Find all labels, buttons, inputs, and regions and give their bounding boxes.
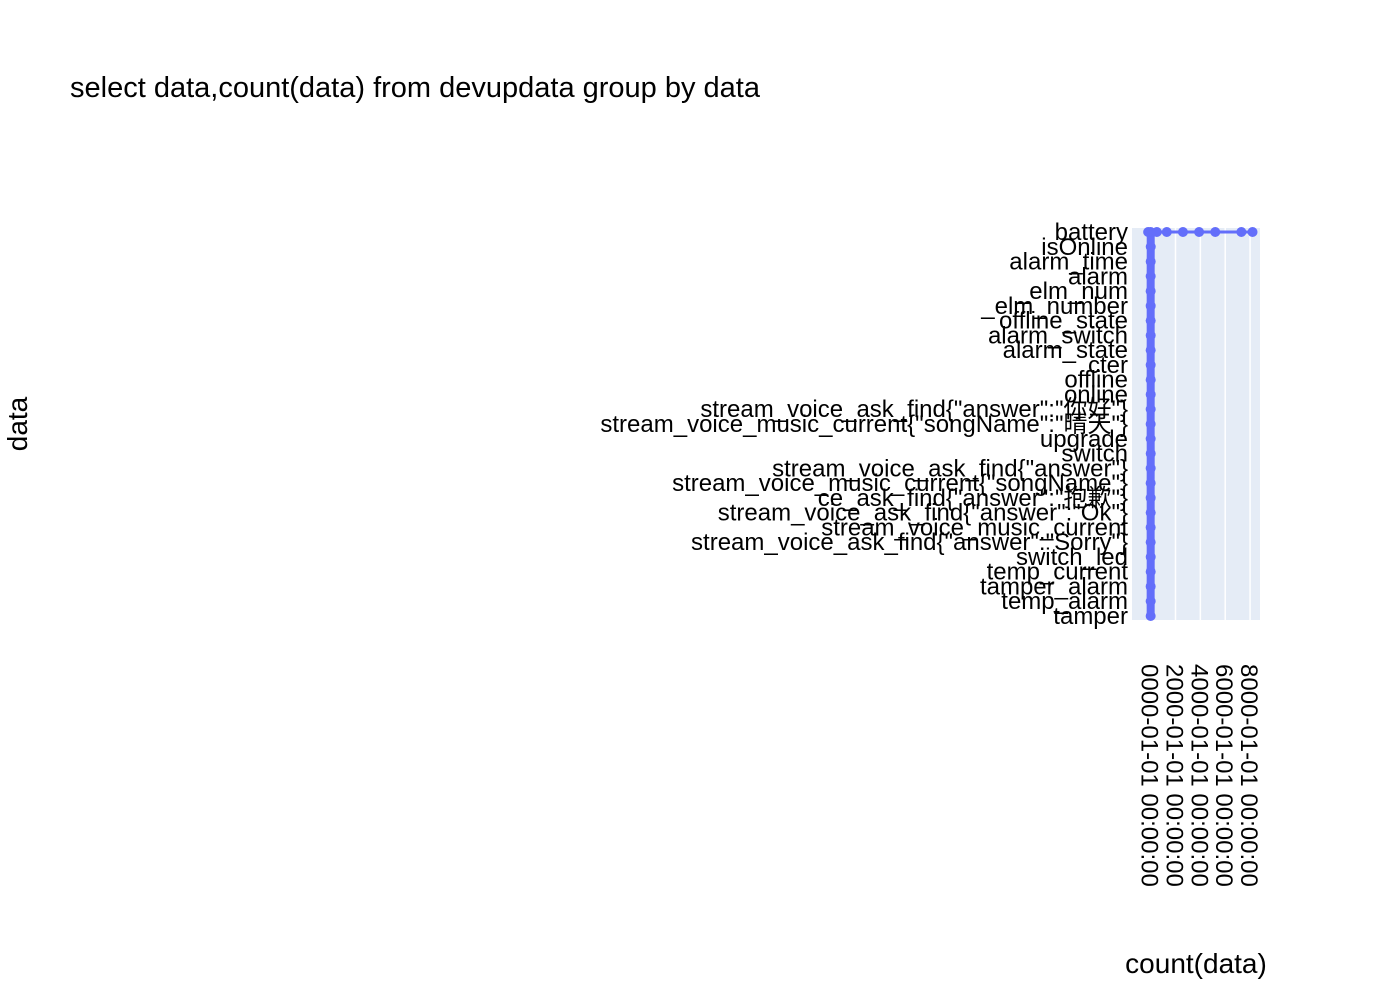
data-point (1145, 463, 1156, 474)
data-point (1177, 227, 1188, 237)
data-point (1145, 315, 1156, 326)
data-point (1145, 389, 1156, 400)
data-point (1145, 566, 1156, 577)
y-tick-label: battery (1055, 219, 1128, 246)
data-point (1145, 448, 1156, 459)
data-point (1145, 271, 1156, 282)
data-point (1143, 227, 1154, 237)
data-point (1145, 507, 1156, 518)
y-tick-label: switch_led (1016, 544, 1128, 571)
data-point (1145, 256, 1156, 267)
x-tick-label: 8000-01-01 00:00:00 (1235, 664, 1262, 887)
y-tick-label: ce_ask_find{"answer":"抱歉"} (818, 485, 1128, 512)
x-tick-label: 6000-01-01 00:00:00 (1210, 664, 1237, 887)
x-tick-label: 0000-01-01 00:00:00 (1136, 664, 1163, 887)
data-point (1210, 227, 1221, 237)
y-tick-label: alarm_state (1003, 337, 1128, 364)
data-point (1145, 374, 1156, 385)
y-tick-label: stream_voice_music_current{"songName":"晴… (600, 411, 1128, 438)
x-tick-label: 2000-01-01 00:00:00 (1160, 664, 1187, 887)
data-point (1145, 551, 1156, 562)
chart-title: select data,count(data) from devupdata g… (70, 72, 760, 104)
data-point (1145, 537, 1156, 548)
data-point (1145, 611, 1156, 621)
y-tick-label: alarm_time (1009, 249, 1128, 276)
data-point (1145, 286, 1156, 297)
data-point (1145, 596, 1156, 607)
y-tick-label: online (1064, 381, 1128, 408)
y-tick-label: _elm_num (1015, 278, 1128, 305)
y-tick-label: isOnline (1041, 234, 1128, 261)
data-point (1145, 241, 1156, 252)
y-tick-label: stream_voice_music_current{"songName"} (672, 470, 1128, 497)
data-point (1145, 478, 1156, 489)
y-tick-label: stream_voice_ask_find{"answer"} (772, 455, 1128, 482)
y-tick-label: tamper (1053, 603, 1128, 630)
y-tick-label: offline (1064, 367, 1128, 394)
data-point (1145, 404, 1156, 415)
y-tick-label: _elm_number (980, 293, 1128, 320)
y-tick-label: stream_voice_ask_find{"answer":"Ok"} (718, 500, 1128, 527)
x-axis-label: count(data) (1125, 948, 1267, 979)
y-tick-label: temp_current (987, 559, 1129, 586)
data-point (1145, 433, 1156, 444)
data-point (1145, 300, 1156, 311)
y-tick-label: tamper_alarm (980, 573, 1128, 600)
data-point (1145, 581, 1156, 592)
y-tick-label: stream_voice_ask_find{"answer":"你好"} (700, 396, 1128, 423)
y-tick-label: cter (1088, 352, 1128, 379)
data-point (1145, 345, 1156, 356)
data-point (1145, 330, 1156, 341)
data-point (1145, 419, 1156, 429)
y-tick-label: upgrade (1040, 426, 1128, 453)
data-point (1194, 227, 1205, 237)
y-tick-label: alarm_switch (988, 322, 1128, 349)
x-tick-label: 4000-01-01 00:00:00 (1185, 664, 1212, 887)
data-point (1151, 227, 1162, 237)
y-tick-label: temp_alarm (1001, 588, 1128, 615)
data-point (1161, 227, 1172, 237)
data-point (1145, 492, 1156, 503)
data-point (1145, 522, 1156, 533)
y-tick-label: switch (1061, 441, 1128, 468)
y-tick-label: stream_voice_ask_find{"answer":"Sorry"} (691, 529, 1128, 556)
y-tick-label: alarm (1068, 263, 1128, 290)
y-tick-label: stream_voice_music_current (821, 514, 1128, 541)
y-tick-label: offline_state (999, 308, 1128, 335)
data-point (1145, 359, 1156, 370)
data-point (1236, 227, 1247, 237)
data-point (1247, 227, 1258, 237)
